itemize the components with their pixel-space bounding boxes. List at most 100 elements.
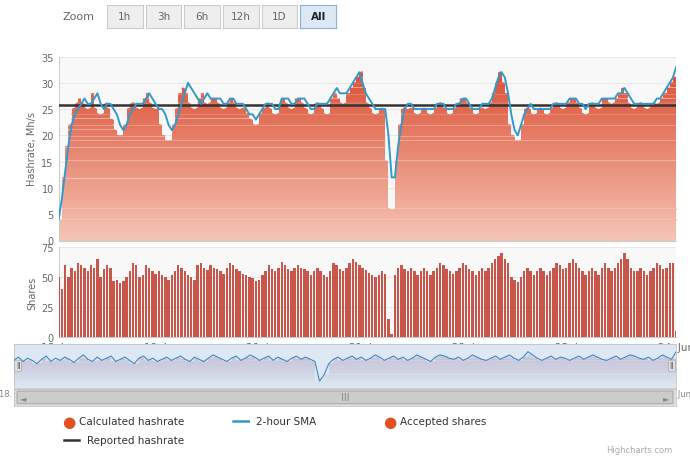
Bar	[348, 263, 351, 337]
Bar	[239, 272, 241, 337]
Bar	[397, 268, 400, 337]
Bar	[465, 266, 467, 337]
Bar	[662, 269, 664, 337]
Bar	[435, 268, 438, 337]
Bar	[74, 272, 76, 337]
Bar	[584, 275, 587, 337]
Bar	[90, 266, 92, 337]
Bar	[439, 263, 442, 337]
Bar	[135, 266, 137, 337]
Bar	[342, 272, 344, 337]
Bar	[433, 272, 435, 337]
Bar	[64, 266, 66, 337]
Bar	[57, 278, 60, 337]
Bar	[177, 266, 179, 337]
Bar	[281, 262, 283, 337]
Bar	[180, 268, 183, 337]
Bar	[61, 290, 63, 337]
Y-axis label: Hashrate, Mh/s: Hashrate, Mh/s	[27, 112, 37, 186]
Bar	[226, 268, 228, 337]
Bar	[523, 272, 526, 337]
Bar	[620, 260, 622, 337]
Bar	[607, 268, 609, 337]
Bar	[458, 268, 461, 337]
Bar	[261, 275, 264, 337]
Bar	[70, 268, 73, 337]
Bar	[477, 272, 480, 337]
Text: II: II	[670, 362, 674, 370]
Bar	[190, 278, 193, 337]
Text: ►: ►	[663, 393, 669, 402]
Bar	[303, 269, 306, 337]
Bar	[542, 272, 545, 337]
Bar	[520, 278, 522, 337]
Bar	[106, 266, 108, 337]
Bar	[103, 269, 105, 337]
Bar	[672, 263, 674, 337]
Bar	[481, 268, 484, 337]
Bar	[598, 275, 600, 337]
Bar	[333, 263, 335, 337]
Bar	[406, 272, 409, 337]
Bar	[513, 280, 515, 337]
Bar	[404, 269, 406, 337]
Bar	[119, 284, 121, 337]
Bar	[339, 269, 341, 337]
Bar	[80, 266, 83, 337]
Bar	[446, 269, 448, 337]
Text: ●: ●	[383, 414, 396, 429]
Bar	[83, 268, 86, 337]
Bar	[141, 275, 144, 337]
Text: Calculated hashrate: Calculated hashrate	[79, 416, 185, 426]
Bar	[155, 274, 157, 337]
Bar	[335, 266, 338, 337]
Bar	[287, 269, 289, 337]
Bar	[164, 278, 166, 337]
Bar	[355, 262, 357, 337]
Bar	[420, 272, 422, 337]
Bar	[203, 268, 206, 337]
Bar	[248, 278, 250, 337]
Text: 12h: 12h	[231, 12, 250, 22]
Bar	[99, 278, 102, 337]
Bar	[264, 272, 267, 337]
Bar	[627, 260, 629, 337]
Bar	[116, 280, 118, 337]
Bar	[552, 268, 555, 337]
Bar	[235, 269, 237, 337]
Bar	[517, 282, 519, 337]
Bar	[245, 275, 248, 337]
Bar	[297, 266, 299, 337]
Bar	[310, 275, 312, 337]
Text: II: II	[16, 362, 20, 370]
Text: ◄: ◄	[21, 393, 27, 402]
Bar	[132, 263, 135, 337]
Bar	[251, 279, 254, 337]
Bar	[510, 278, 513, 337]
Bar	[268, 266, 270, 337]
Bar	[67, 278, 70, 337]
Bar	[455, 272, 457, 337]
Bar	[213, 268, 215, 337]
Bar	[345, 268, 348, 337]
Bar	[555, 263, 558, 337]
Bar	[416, 275, 419, 337]
Bar	[633, 272, 635, 337]
Text: 2-hour SMA: 2-hour SMA	[256, 416, 316, 426]
Bar	[656, 263, 658, 337]
Text: III: III	[341, 392, 349, 403]
Bar	[588, 272, 590, 337]
Bar	[197, 266, 199, 337]
Bar	[669, 263, 671, 337]
Bar	[128, 272, 131, 337]
Bar	[429, 275, 432, 337]
Bar	[151, 272, 154, 337]
Bar	[536, 272, 538, 337]
Bar	[448, 272, 451, 337]
Bar	[255, 281, 257, 337]
Bar	[494, 260, 496, 337]
Text: 1h: 1h	[118, 12, 132, 22]
Bar	[529, 272, 532, 337]
Bar	[219, 272, 221, 337]
Bar	[659, 266, 661, 337]
